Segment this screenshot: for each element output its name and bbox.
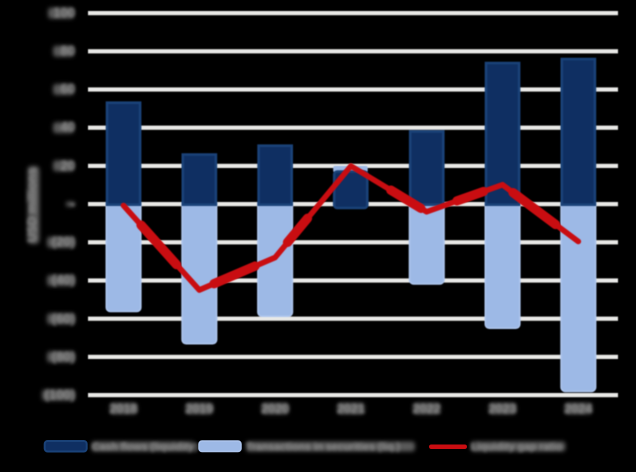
svg-text:-: - <box>71 196 75 211</box>
svg-text:(20): (20) <box>52 234 75 249</box>
svg-text:Liquidity gap ratio: Liquidity gap ratio <box>471 441 562 453</box>
svg-text:2019: 2019 <box>185 402 213 416</box>
svg-text:20: 20 <box>61 158 75 173</box>
svg-text:2021: 2021 <box>337 402 365 416</box>
svg-text:2024: 2024 <box>564 402 592 416</box>
svg-text:(60): (60) <box>52 311 75 326</box>
svg-text:2018: 2018 <box>110 402 138 416</box>
svg-text:60: 60 <box>61 81 75 96</box>
svg-text:40: 40 <box>61 119 75 134</box>
svg-text:(40): (40) <box>52 272 75 287</box>
svg-text:2023: 2023 <box>489 402 517 416</box>
svg-text:Transactions in securities (li: Transactions in securities (liq.) <box>246 441 400 453</box>
svg-text:2020: 2020 <box>261 402 289 416</box>
svg-text:Cash flows (liquidity): Cash flows (liquidity) <box>92 441 198 453</box>
svg-text:(100): (100) <box>45 387 75 402</box>
svg-text:2022: 2022 <box>413 402 441 416</box>
svg-text:80: 80 <box>61 43 75 58</box>
svg-text:USD millions: USD millions <box>25 168 39 242</box>
svg-text:100: 100 <box>53 5 75 20</box>
svg-text:(80): (80) <box>52 349 75 364</box>
